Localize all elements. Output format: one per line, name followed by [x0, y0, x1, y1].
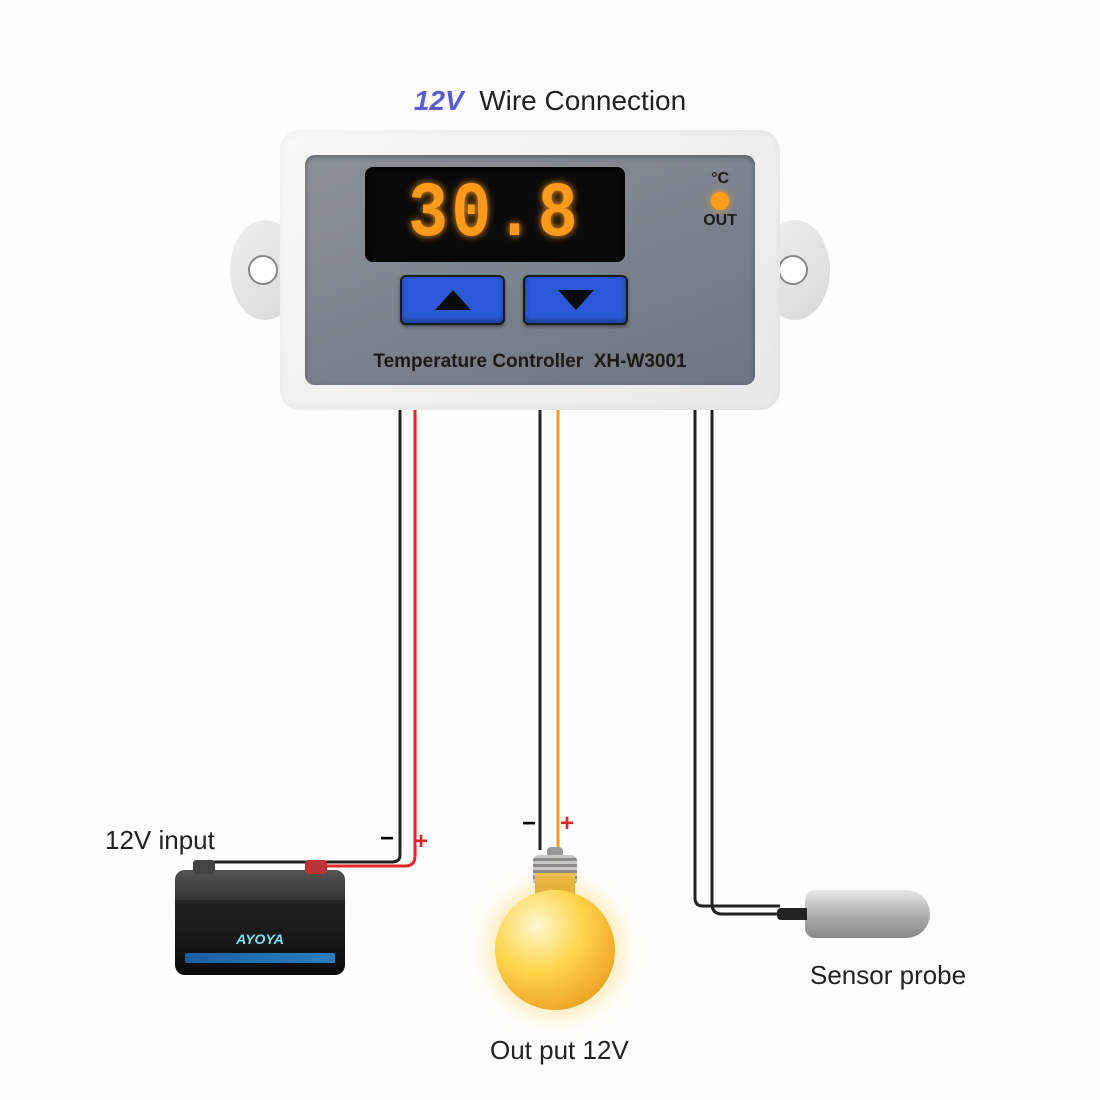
- lcd-display: 30.8: [365, 167, 625, 262]
- output-label: Out put 12V: [490, 1035, 629, 1066]
- unit-label: °C: [703, 170, 737, 188]
- output-indicator: °C OUT: [703, 170, 737, 230]
- controller-face: 30.8 °C OUT Temperature Controller XH-W3…: [305, 155, 755, 385]
- title-text: Wire Connection: [479, 85, 686, 116]
- arrow-up-icon: [435, 290, 471, 310]
- diagram-title: 12V Wire Connection: [0, 85, 1100, 117]
- device-label: Temperature Controller XH-W3001: [305, 351, 755, 373]
- battery-icon: AYOYA: [175, 870, 345, 975]
- input-plus: +: [414, 828, 428, 856]
- temperature-controller: 30.8 °C OUT Temperature Controller XH-W3…: [280, 130, 780, 410]
- battery-brand: AYOYA: [175, 931, 345, 947]
- output-minus: −: [522, 810, 536, 838]
- input-label: 12V input: [105, 825, 215, 856]
- out-led-icon: [711, 192, 729, 210]
- arrow-down-icon: [558, 290, 594, 310]
- sensor-label: Sensor probe: [810, 960, 966, 991]
- bulb-icon: [495, 855, 615, 1020]
- output-plus: +: [560, 810, 574, 838]
- input-minus: −: [380, 825, 394, 853]
- sensor-probe-icon: [805, 890, 930, 938]
- out-label: OUT: [703, 212, 737, 230]
- temperature-value: 30.8: [409, 171, 582, 259]
- down-button[interactable]: [523, 275, 628, 325]
- button-row: [400, 275, 628, 325]
- up-button[interactable]: [400, 275, 505, 325]
- title-voltage: 12V: [414, 85, 464, 116]
